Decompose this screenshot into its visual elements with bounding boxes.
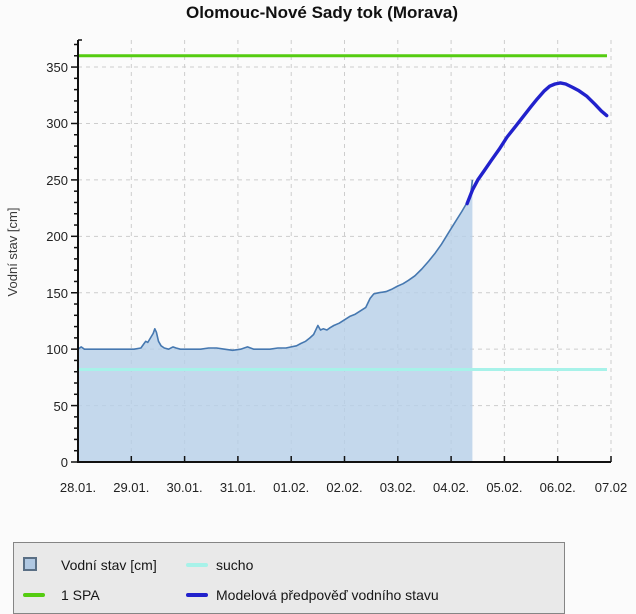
x-tick-label: 06.02. [539,480,576,495]
forecast-line [465,81,609,206]
water-level-line [77,179,474,352]
x-tick-label: 05.02. [486,480,523,495]
chart-plot-area [71,39,612,463]
y-tick-label: 200 [46,229,68,245]
x-tick-label: 29.01. [113,480,150,495]
y-tick-label: 100 [46,342,68,358]
water-level-area [78,179,473,462]
legend-label: Vodní stav [cm] [61,557,157,573]
x-tick-label: 07.02 [594,480,628,495]
legend-label: Modelová předpověď vodního stavu [216,587,439,603]
chart-title: Olomouc-Nové Sady tok (Morava) [185,3,459,22]
green-line-swatch-icon [23,593,45,597]
area-swatch-icon [23,557,37,571]
x-tick-label: 28.01. [59,480,97,495]
x-tick-label: 04.02. [433,480,470,495]
legend-row: Vodní stav [cm] sucho [14,555,564,577]
y-tick-label: 250 [46,172,68,188]
x-tick-label: 30.01. [166,480,203,495]
x-tick-label: 03.02. [379,480,416,495]
cyan-line-swatch-icon [186,563,208,567]
y-tick-label: 0 [60,455,68,470]
legend-label: 1 SPA [61,587,100,603]
y-tick-label: 350 [46,60,68,76]
water-level-chart: Olomouc-Nové Sady tok (Morava) Vodní sta… [5,3,628,614]
y-tick-label: 50 [53,398,68,414]
y-tick-label: 300 [46,116,68,132]
x-tick-label: 01.02. [273,480,310,495]
legend-label: sucho [216,557,254,573]
y-axis-title: Vodní stav [cm] [5,207,20,297]
chart-legend: Vodní stav [cm] sucho 1 SPA Modelová pře… [13,542,565,614]
x-tick-label: 02.02. [326,480,363,495]
blue-line-swatch-icon [186,593,208,597]
legend-row: 1 SPA Modelová předpověď vodního stavu [14,585,564,607]
y-tick-label: 150 [46,285,68,301]
x-tick-label: 31.01. [219,480,256,495]
